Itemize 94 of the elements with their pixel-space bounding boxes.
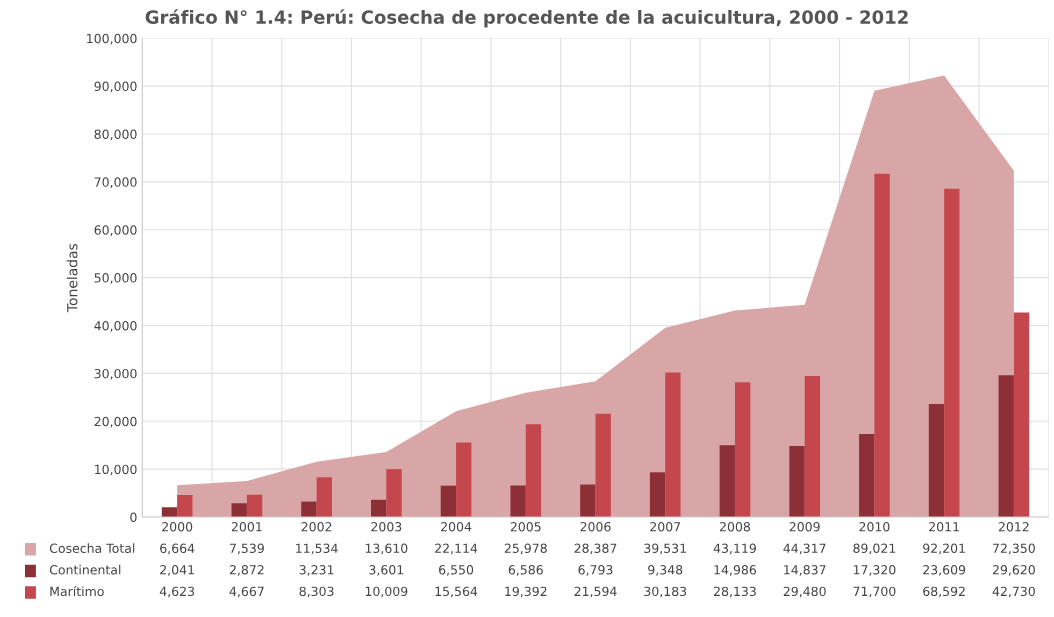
bar — [246, 494, 263, 518]
bar — [734, 382, 751, 518]
x-tick-label: 2009 — [789, 521, 820, 532]
bar — [859, 434, 875, 518]
data-label: 6,793 — [578, 565, 613, 576]
bar — [665, 372, 681, 518]
x-tick-label: 2011 — [929, 521, 959, 532]
data-label: 3,231 — [299, 565, 334, 576]
bar — [161, 507, 178, 518]
data-label: 72,350 — [993, 543, 1035, 555]
data-label: 23,609 — [923, 565, 966, 576]
x-tick-label: 2001 — [231, 521, 262, 532]
y-tick-label: 70,000 — [94, 177, 137, 189]
x-tick-label: 2007 — [650, 521, 681, 532]
data-label: 28,387 — [574, 543, 617, 555]
data-label: 6,586 — [508, 565, 543, 576]
data-label: 10,009 — [365, 586, 408, 598]
x-tick-label: 2000 — [162, 521, 193, 532]
data-label: 42,730 — [992, 586, 1035, 598]
y-tick-label: 90,000 — [94, 81, 137, 93]
bar — [440, 485, 457, 518]
bar — [928, 404, 945, 518]
data-label: 22,114 — [435, 543, 478, 555]
bar — [789, 446, 805, 518]
y-tick-label: 30,000 — [94, 368, 137, 380]
data-label: 14,837 — [784, 565, 826, 576]
data-label: 3,601 — [369, 565, 404, 576]
x-tick-label: 2010 — [859, 521, 890, 532]
data-label: 29,620 — [992, 565, 1035, 576]
x-tick-label: 2005 — [510, 521, 541, 532]
data-label: 92,201 — [923, 543, 965, 555]
y-tick-label: 80,000 — [94, 129, 137, 141]
bar — [580, 484, 596, 518]
legend-label: Cosecha Total — [49, 543, 135, 553]
data-label: 14,986 — [714, 565, 757, 576]
bar — [944, 188, 960, 518]
data-label: 28,133 — [714, 586, 756, 598]
bar — [649, 472, 666, 518]
bar — [301, 501, 317, 518]
data-label: 43,119 — [713, 543, 756, 555]
bar — [456, 442, 472, 518]
y-tick-label: 0 — [130, 512, 137, 522]
data-label: 19,392 — [505, 586, 547, 598]
y-tick-label: 20,000 — [94, 416, 137, 428]
chart-title: Gráfico N° 1.4: Perú: Cosecha de procedente de la acuicultura, 2000 - 2012 — [145, 9, 908, 28]
bar — [177, 494, 193, 518]
y-axis-title: Toneladas — [66, 243, 78, 313]
bar — [231, 503, 247, 518]
x-tick-label: 2003 — [371, 521, 402, 532]
bar — [874, 173, 890, 518]
data-label: 7,539 — [230, 543, 264, 555]
data-label: 6,550 — [439, 565, 474, 576]
data-label: 39,531 — [644, 543, 686, 555]
data-label: 11,534 — [296, 543, 338, 555]
data-label: 6,664 — [160, 543, 195, 555]
data-label: 13,610 — [365, 543, 408, 555]
bar — [998, 375, 1014, 518]
bar — [316, 477, 332, 518]
legend-label: Continental — [49, 564, 121, 575]
bar — [1013, 312, 1030, 518]
y-tick-label: 50,000 — [94, 273, 137, 284]
data-label: 29,480 — [783, 586, 826, 598]
x-tick-label: 2006 — [580, 521, 611, 532]
bar — [804, 375, 821, 518]
bar — [510, 485, 526, 518]
bar — [370, 499, 387, 518]
data-label: 44,317 — [783, 543, 826, 555]
data-label: 25,978 — [504, 543, 547, 555]
data-label: 2,872 — [229, 565, 264, 576]
data-label: 30,183 — [644, 586, 687, 598]
data-label: 4,667 — [229, 586, 264, 598]
y-tick-label: 10,000 — [95, 464, 137, 476]
data-label: 2,041 — [160, 565, 194, 576]
bar — [525, 424, 542, 518]
x-tick-label: 2004 — [441, 521, 472, 532]
data-label: 17,320 — [853, 565, 896, 576]
data-label: 21,594 — [574, 586, 617, 598]
x-tick-label: 2008 — [719, 521, 751, 532]
y-tick-label: 40,000 — [94, 321, 137, 332]
x-tick-label: 2002 — [301, 521, 332, 532]
data-label: 9,348 — [648, 565, 683, 576]
data-label: 71,700 — [853, 586, 896, 598]
data-label: 8,303 — [299, 586, 334, 598]
y-tick-label: 60,000 — [94, 225, 137, 236]
bar — [386, 469, 402, 518]
data-label: 68,592 — [923, 586, 965, 598]
data-label: 4,623 — [159, 586, 195, 598]
bar — [719, 445, 735, 518]
x-tick-label: 2012 — [998, 521, 1029, 532]
bar — [595, 413, 611, 518]
y-tick-label: 100,000 — [87, 33, 137, 45]
data-label: 89,021 — [853, 543, 896, 555]
data-label: 15,564 — [435, 586, 478, 598]
legend-label: Marítimo — [50, 585, 104, 597]
